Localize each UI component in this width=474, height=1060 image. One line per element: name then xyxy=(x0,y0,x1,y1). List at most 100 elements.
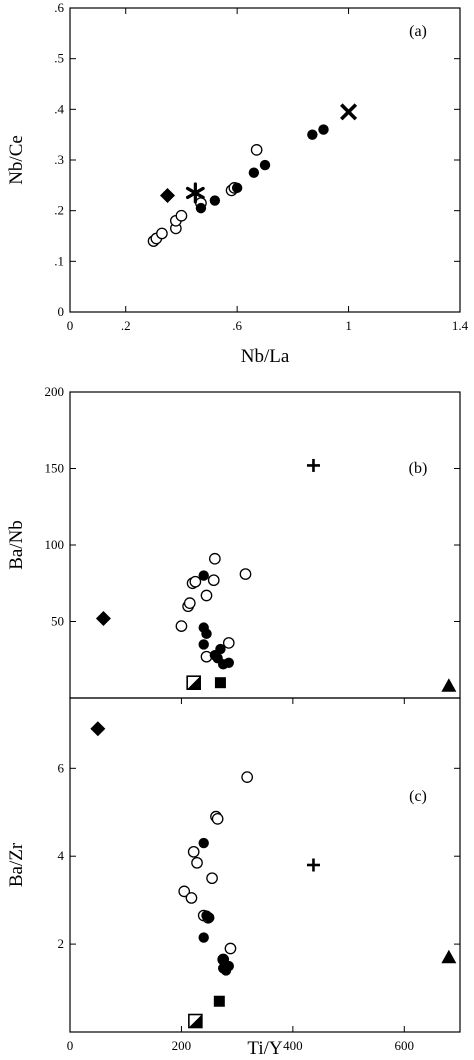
data-point-filled-circle xyxy=(204,912,215,923)
data-point-half-square xyxy=(188,1013,203,1029)
data-point-open-circle xyxy=(189,575,202,588)
chart-panel-3: 2 4 6 0 200 400 600 (c) Ba/Zr Ti/Y xyxy=(6,697,461,1059)
y-tick-label: 150 xyxy=(45,461,65,476)
y-tick-label: 0 xyxy=(58,304,65,319)
data-point-open-circle xyxy=(211,813,224,825)
data-point-filled-circle xyxy=(198,570,209,581)
y-tick-label: 2 xyxy=(58,936,65,951)
chart-panel-2: 50 100 150 200 (b) Ba/Nb xyxy=(6,384,461,699)
series-half-square xyxy=(186,675,201,691)
data-point-open-circle xyxy=(187,845,200,858)
series-filled-circle xyxy=(195,124,329,214)
series-open-circle xyxy=(175,552,252,663)
series-plus xyxy=(306,458,320,472)
x-tick-label: .2 xyxy=(121,318,131,333)
series-filled-triangle xyxy=(441,678,457,692)
data-point-filled-circle xyxy=(198,837,209,849)
series-filled-triangle xyxy=(441,949,457,964)
data-point-filled-circle xyxy=(201,628,212,639)
data-point-filled-square xyxy=(213,995,225,1007)
data-point-filled-circle xyxy=(307,129,318,140)
series-filled-diamond xyxy=(95,610,111,626)
data-point-filled-circle xyxy=(248,167,260,178)
y-tick-label: 4 xyxy=(58,848,65,863)
x-tick-label: 400 xyxy=(283,1038,303,1053)
y-tick-label: .6 xyxy=(54,0,64,15)
y-tick-label: 200 xyxy=(45,384,65,399)
data-point-open-circle xyxy=(239,568,252,580)
data-point-filled-circle xyxy=(209,649,221,661)
series-filled-diamond xyxy=(160,187,175,203)
panel-label: (b) xyxy=(409,460,428,477)
data-point-x-cross xyxy=(340,103,358,121)
data-point-half-square xyxy=(186,675,201,691)
series-filled-diamond xyxy=(90,721,106,737)
plot-frame xyxy=(69,391,461,699)
chart-panel-1: 0 .1 .2 .3 .4 .5 .6 0 .2 .6 1 1.4 (a) Nb/Ce Nb/La xyxy=(6,0,469,367)
data-point-open-circle xyxy=(185,892,198,904)
x-tick-label: .6 xyxy=(232,318,242,333)
data-point-open-circle xyxy=(209,552,221,565)
y-axis-title: Ba/Nb xyxy=(6,520,27,570)
data-point-filled-diamond xyxy=(95,610,111,626)
data-point-filled-square xyxy=(214,677,226,689)
y-tick-label: .3 xyxy=(54,152,64,167)
x-tick-label: 1.4 xyxy=(452,318,469,333)
series-filled-circle xyxy=(198,570,234,670)
data-point-open-circle xyxy=(224,942,237,955)
y-tick-label: 6 xyxy=(58,760,65,775)
series-plus xyxy=(306,858,320,872)
x-tick-label: 1 xyxy=(345,318,352,333)
data-point-open-circle xyxy=(250,144,263,156)
plot-frame xyxy=(69,697,461,1033)
data-point-filled-diamond xyxy=(160,187,175,203)
data-point-open-circle xyxy=(175,209,188,222)
x-axis-title: Ti/Y xyxy=(247,1038,282,1059)
y-tick-label: .2 xyxy=(54,203,64,218)
series-filled-circle xyxy=(198,837,234,976)
y-tick-label: .4 xyxy=(54,101,64,116)
data-point-filled-circle xyxy=(195,202,207,214)
data-point-plus xyxy=(306,458,320,472)
data-point-open-circle xyxy=(191,856,203,869)
series-asterisk xyxy=(185,182,205,204)
data-point-filled-circle xyxy=(223,657,234,669)
y-tick-label: .5 xyxy=(54,51,64,66)
y-tick-label: 50 xyxy=(51,614,64,629)
series-x-cross xyxy=(340,103,358,121)
series-filled-square xyxy=(213,995,225,1007)
y-axis-title: Ba/Zr xyxy=(6,842,27,887)
data-point-open-circle xyxy=(175,620,188,632)
data-point-open-circle xyxy=(207,574,220,587)
data-point-open-circle xyxy=(222,637,235,649)
data-point-filled-circle xyxy=(318,124,329,135)
x-tick-label: 600 xyxy=(395,1038,415,1053)
data-point-open-circle xyxy=(241,771,254,783)
x-tick-label: 0 xyxy=(67,1038,74,1053)
panel-label: (a) xyxy=(409,23,427,40)
data-point-filled-circle xyxy=(198,639,209,650)
data-point-open-circle xyxy=(206,872,218,885)
y-axis-title: Nb/Ce xyxy=(6,135,27,185)
series-filled-square xyxy=(214,677,226,689)
data-point-filled-circle xyxy=(259,159,271,171)
y-tick-label: .1 xyxy=(54,253,64,268)
data-point-filled-triangle xyxy=(441,949,457,964)
data-point-filled-triangle xyxy=(441,678,457,692)
data-point-open-circle xyxy=(183,597,196,609)
y-tick-label: 100 xyxy=(45,537,65,552)
series-half-square xyxy=(188,1013,203,1029)
data-point-asterisk xyxy=(185,182,205,204)
data-point-open-circle xyxy=(156,227,168,240)
data-point-filled-circle xyxy=(209,195,221,206)
panel-label: (c) xyxy=(409,788,427,805)
x-tick-label: 200 xyxy=(172,1038,192,1053)
data-point-filled-circle xyxy=(220,965,232,976)
data-point-plus xyxy=(306,858,320,872)
x-tick-label: 0 xyxy=(67,318,74,333)
x-axis-title: Nb/La xyxy=(241,346,290,367)
data-point-filled-circle xyxy=(198,932,209,943)
data-point-filled-circle xyxy=(231,182,243,194)
data-point-open-circle xyxy=(178,885,191,898)
